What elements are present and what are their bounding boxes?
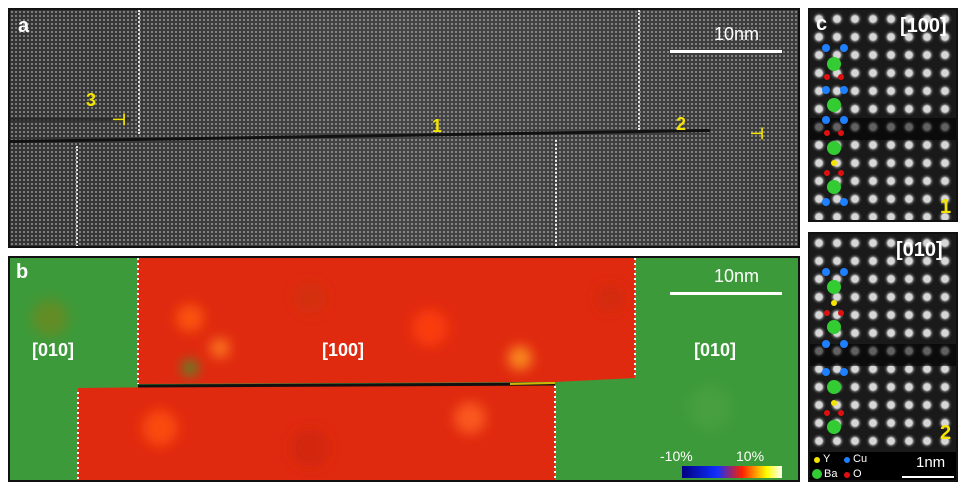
region-label-100: [100] bbox=[322, 340, 365, 360]
y-legend-label: Y bbox=[823, 453, 831, 465]
o-atom bbox=[824, 410, 830, 416]
scale-bar bbox=[670, 50, 782, 53]
o-legend-label: O bbox=[853, 468, 862, 480]
scale-bar bbox=[670, 292, 782, 295]
ba-atom bbox=[827, 57, 841, 71]
o-atom bbox=[824, 74, 830, 80]
ba-atom bbox=[827, 98, 841, 112]
dislocation-symbol: ⊣ bbox=[112, 112, 126, 129]
ba-atom bbox=[827, 280, 841, 294]
o-atom bbox=[824, 310, 830, 316]
domain-boundary-line bbox=[555, 140, 557, 246]
fault-band bbox=[810, 118, 956, 140]
cu-atom bbox=[840, 268, 848, 276]
region-label-010-right: [010] bbox=[694, 340, 737, 360]
o-atom bbox=[838, 310, 844, 316]
cu-atom bbox=[822, 368, 830, 376]
ba-atom bbox=[827, 141, 841, 155]
stacking-fault-line bbox=[137, 382, 556, 388]
fault-band bbox=[810, 344, 956, 366]
domain-boundary-line bbox=[638, 10, 640, 130]
cu-atom bbox=[840, 86, 848, 94]
atom-legend: Y Cu Ba O 1nm bbox=[810, 452, 956, 480]
o-atom bbox=[838, 74, 844, 80]
o-atom bbox=[838, 170, 844, 176]
panel-label-a: a bbox=[18, 15, 30, 37]
ba-atom bbox=[827, 420, 841, 434]
cu-legend-dot bbox=[844, 457, 850, 463]
cu-atom bbox=[840, 198, 848, 206]
panel-label-b: b bbox=[16, 261, 29, 283]
ba-atom bbox=[827, 380, 841, 394]
domain-boundary-line bbox=[76, 146, 78, 246]
atomic-image-panel-010: [010] 2 Y Cu Ba O 1nm bbox=[808, 232, 958, 482]
dislocation-symbol: ⊣ bbox=[750, 126, 764, 143]
marker-1: 1 bbox=[940, 196, 952, 218]
marker-3: 3 bbox=[86, 90, 97, 110]
strain-region-100-upper bbox=[138, 258, 635, 384]
cu-atom bbox=[822, 86, 830, 94]
haadf-image-panel: a 3 1 2 ⊣ ⊣ 10nm bbox=[8, 8, 800, 248]
domain-boundary-line bbox=[138, 10, 140, 134]
y-atom bbox=[831, 400, 837, 406]
atomic-image-panel-100: c [100] 1 bbox=[808, 8, 958, 222]
strain-map bbox=[32, 258, 732, 480]
y-legend-dot bbox=[814, 457, 820, 463]
region-label-010-left: [010] bbox=[32, 340, 75, 360]
cu-atom bbox=[822, 116, 830, 124]
colorbar bbox=[682, 466, 782, 478]
o-atom bbox=[824, 130, 830, 136]
cu-atom bbox=[822, 340, 830, 348]
marker-1: 1 bbox=[432, 116, 443, 136]
y-atom bbox=[831, 160, 837, 166]
strain-map-panel: b [010] [100] [010] 10nm -10% 10% bbox=[8, 256, 800, 482]
cu-legend-label: Cu bbox=[853, 453, 868, 465]
colorbar-min-label: -10% bbox=[660, 448, 693, 464]
stacking-fault-line bbox=[10, 129, 710, 143]
o-atom bbox=[838, 410, 844, 416]
cu-atom bbox=[840, 368, 848, 376]
o-legend-dot bbox=[844, 472, 850, 478]
cu-atom bbox=[822, 44, 830, 52]
scale-bar-label: 1nm bbox=[916, 454, 946, 471]
ba-atom bbox=[827, 180, 841, 194]
cu-atom bbox=[840, 116, 848, 124]
ba-atom bbox=[827, 320, 841, 334]
scale-bar bbox=[902, 476, 954, 478]
orientation-label-100: [100] bbox=[900, 15, 947, 37]
colorbar-max-label: 10% bbox=[736, 448, 765, 464]
scale-bar-label: 10nm bbox=[714, 266, 760, 286]
ba-legend-label: Ba bbox=[824, 468, 838, 480]
o-atom bbox=[824, 170, 830, 176]
o-atom bbox=[838, 130, 844, 136]
cu-atom bbox=[822, 198, 830, 206]
scale-bar-label: 10nm bbox=[714, 24, 760, 44]
marker-2: 2 bbox=[940, 422, 952, 444]
panel-label-c: c bbox=[816, 13, 828, 35]
cu-atom bbox=[840, 340, 848, 348]
stacking-fault-line bbox=[10, 118, 130, 121]
cu-atom bbox=[822, 268, 830, 276]
ba-legend-dot bbox=[812, 469, 822, 479]
orientation-label-010: [010] bbox=[896, 239, 943, 261]
y-atom bbox=[831, 300, 837, 306]
marker-2: 2 bbox=[676, 114, 687, 134]
cu-atom bbox=[840, 44, 848, 52]
